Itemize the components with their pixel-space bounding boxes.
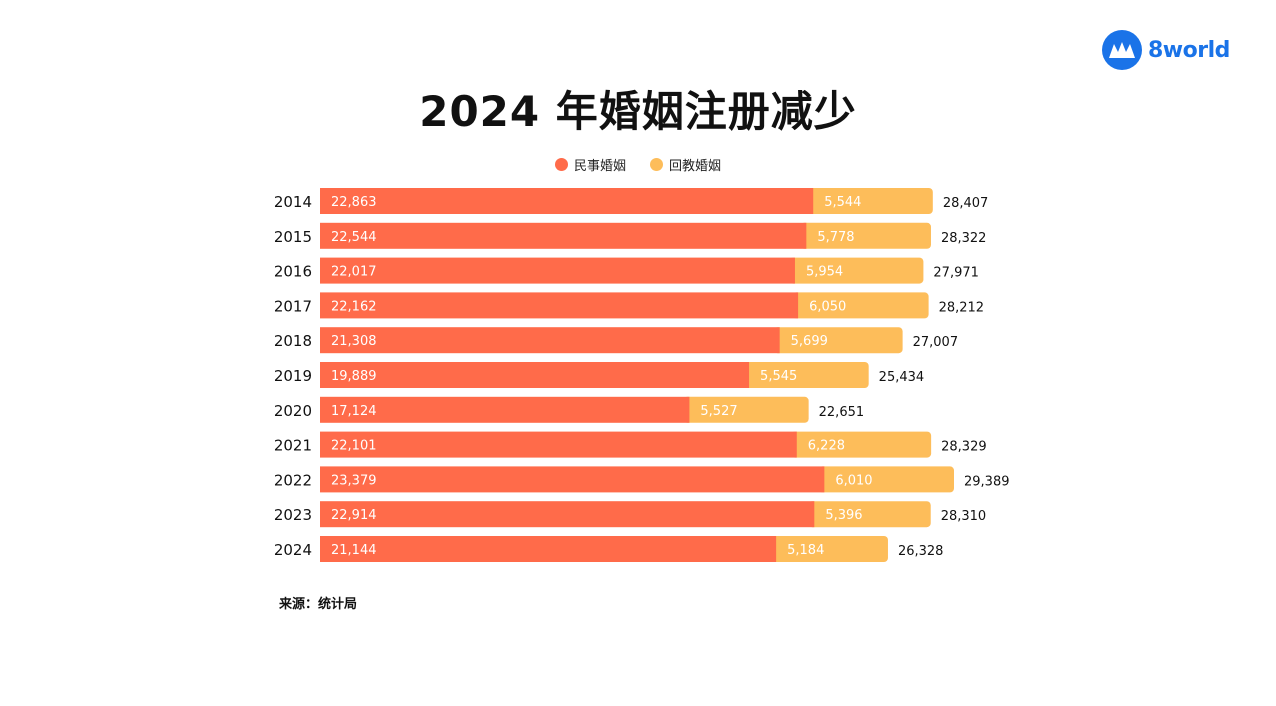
year-label: 2020 <box>274 402 312 420</box>
bar-civil <box>320 188 814 214</box>
bar-civil <box>320 222 807 249</box>
data-label-total: 29,389 <box>964 474 1010 489</box>
data-label-muslim: 5,527 <box>700 404 737 419</box>
year-label: 2024 <box>274 541 312 559</box>
legend-item-muslim: 回教婚姻 <box>650 155 721 174</box>
bar-muslim <box>743 362 869 388</box>
year-label: 2017 <box>274 297 312 315</box>
data-label-civil: 22,544 <box>331 230 377 245</box>
bar-muslim <box>788 257 924 284</box>
bar-civil <box>320 257 795 284</box>
bar-muslim <box>773 327 903 354</box>
bar-muslim <box>792 292 929 319</box>
data-label-civil: 22,017 <box>331 265 377 280</box>
chart-title: 2024 年婚姻注册减少 <box>419 87 857 136</box>
data-label-total: 27,971 <box>933 266 979 281</box>
data-label-civil: 22,914 <box>331 508 377 523</box>
bar-muslim <box>807 188 933 214</box>
data-label-total: 26,328 <box>898 544 944 559</box>
mountain-logo-icon <box>1102 30 1142 70</box>
data-label-civil: 19,889 <box>331 369 377 384</box>
stacked-bar-chart: 2014 22,863 5,544 28,407 2015 22,544 5,778 28,3… <box>274 188 1010 562</box>
data-label-civil: 22,863 <box>331 195 377 210</box>
year-label: 2015 <box>274 228 312 246</box>
data-label-muslim: 5,954 <box>806 265 843 280</box>
data-label-muslim: 6,010 <box>835 473 872 488</box>
data-label-total: 28,407 <box>943 196 989 211</box>
data-label-total: 28,310 <box>941 509 987 524</box>
bar-civil <box>320 292 799 319</box>
data-label-total: 28,329 <box>941 440 987 455</box>
legend-label-civil: 民事婚姻 <box>573 159 626 174</box>
bar-muslim <box>770 536 888 562</box>
year-label: 2016 <box>274 263 312 281</box>
data-label-muslim: 6,050 <box>809 299 846 314</box>
source-note: 来源：统计局 <box>279 597 358 612</box>
brand-logo[interactable]: 8world <box>1102 29 1230 71</box>
year-label: 2022 <box>274 471 312 489</box>
brand-name: 8world <box>1148 37 1230 63</box>
year-label: 2014 <box>274 193 312 211</box>
year-label: 2023 <box>274 506 312 524</box>
bar-civil <box>320 327 780 354</box>
data-label-total: 28,322 <box>941 231 987 246</box>
data-label-muslim: 5,545 <box>760 369 797 384</box>
data-label-civil: 21,144 <box>331 543 377 558</box>
legend-label-muslim: 回教婚姻 <box>669 159 722 174</box>
data-label-total: 27,007 <box>913 335 959 350</box>
bar-civil <box>320 536 777 562</box>
data-label-muslim: 5,778 <box>817 230 854 245</box>
bar-muslim <box>808 501 931 528</box>
data-label-muslim: 5,396 <box>825 508 862 523</box>
data-label-civil: 17,124 <box>331 404 377 419</box>
legend-swatch-civil <box>554 158 568 171</box>
year-label: 2018 <box>274 332 312 350</box>
data-label-muslim: 5,699 <box>791 334 828 349</box>
bar-muslim <box>818 466 954 493</box>
data-label-total: 25,434 <box>879 370 925 385</box>
data-label-muslim: 5,184 <box>787 543 824 558</box>
data-label-total: 22,651 <box>819 405 865 420</box>
data-label-civil: 23,379 <box>331 473 377 488</box>
bar-muslim <box>800 222 931 249</box>
data-label-civil: 22,101 <box>331 439 377 454</box>
data-label-civil: 22,162 <box>331 299 377 314</box>
chart-legend: 民事婚姻 回教婚姻 <box>0 155 1276 174</box>
data-label-muslim: 6,228 <box>808 439 845 454</box>
bar-civil <box>320 362 750 388</box>
bar-civil <box>320 431 797 458</box>
bar-civil <box>320 501 815 528</box>
data-label-civil: 21,308 <box>331 334 377 349</box>
year-label: 2021 <box>274 437 312 455</box>
bar-muslim <box>790 431 932 458</box>
data-label-muslim: 5,544 <box>824 195 861 210</box>
year-label: 2019 <box>274 367 312 385</box>
legend-swatch-muslim <box>650 158 663 171</box>
bar-civil <box>320 396 690 423</box>
bar-civil <box>320 466 825 493</box>
data-label-total: 28,212 <box>939 300 985 315</box>
legend-item-civil: 民事婚姻 <box>554 155 626 174</box>
bar-muslim <box>683 396 809 423</box>
